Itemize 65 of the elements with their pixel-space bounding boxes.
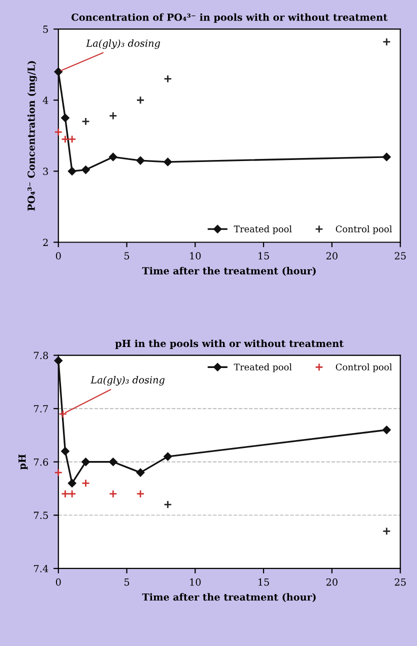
point <box>108 490 118 498</box>
chart-title: Concentration of PO₄³⁻ in pools with or without treatment <box>72 13 388 23</box>
y-axis-title: pH <box>18 454 28 470</box>
y-tick-label: 7.5 <box>34 512 48 520</box>
point <box>382 426 391 434</box>
x-tick-label: 20 <box>326 578 338 586</box>
point <box>382 527 391 536</box>
y-tick-label: 5 <box>43 26 48 33</box>
annotation: La(gly)₃ dosing <box>90 376 165 386</box>
point <box>382 38 391 46</box>
point <box>82 166 90 174</box>
point <box>58 410 68 418</box>
x-tick-label: 0 <box>56 578 61 586</box>
point <box>108 152 118 162</box>
point <box>61 447 70 456</box>
legend-label: Treated pool <box>234 363 292 372</box>
point <box>54 468 63 477</box>
x-tick-label: 20 <box>326 252 338 260</box>
point <box>82 479 90 488</box>
y-tick-label: 4 <box>42 96 48 104</box>
annotation: La(gly)₃ dosing <box>86 39 160 49</box>
y-tick-label: 3 <box>43 168 48 176</box>
point <box>68 490 76 498</box>
point <box>61 490 70 498</box>
x-tick-label: 10 <box>190 578 201 586</box>
point <box>108 112 118 120</box>
point <box>136 490 145 498</box>
x-tick-label: 25 <box>394 578 406 586</box>
point <box>61 114 70 122</box>
x-tick-label: 25 <box>394 252 406 260</box>
x-tick-label: 15 <box>258 578 269 586</box>
x-tick-label: 5 <box>124 252 130 260</box>
point <box>164 452 172 461</box>
point <box>136 96 145 104</box>
point <box>54 128 63 136</box>
point <box>136 468 145 477</box>
point <box>68 135 76 144</box>
point <box>82 458 90 466</box>
x-tick-label: 15 <box>258 252 269 260</box>
x-tick-label: 10 <box>190 252 201 260</box>
point <box>164 74 172 83</box>
x-axis-title: Time after the treatment (hour) <box>142 266 316 276</box>
y-tick-label: 7.6 <box>34 458 48 466</box>
y-tick-label: 7.8 <box>34 352 48 360</box>
point <box>164 500 172 509</box>
x-tick-label: 5 <box>124 578 130 586</box>
y-axis-title: PO₄³⁻ Concentration (mg/L) <box>27 61 37 211</box>
legend-label: Control pool <box>336 363 392 372</box>
x-axis-title: Time after the treatment (hour) <box>142 593 316 602</box>
y-tick-label: 7.4 <box>34 564 48 572</box>
y-tick-label: 7.7 <box>34 405 48 412</box>
point <box>68 479 76 488</box>
point <box>82 117 90 126</box>
point <box>136 156 145 165</box>
point <box>54 68 63 76</box>
legend-label: Treated pool <box>234 225 292 234</box>
point <box>61 135 70 144</box>
point <box>164 158 172 166</box>
point <box>108 458 118 466</box>
point <box>68 167 76 176</box>
y-tick-label: 2 <box>43 238 48 246</box>
x-tick-label: 0 <box>56 252 61 260</box>
point <box>382 152 391 162</box>
chart-title: pH in the pools with or without treatment <box>115 340 344 349</box>
legend-label: Control pool <box>336 225 392 234</box>
